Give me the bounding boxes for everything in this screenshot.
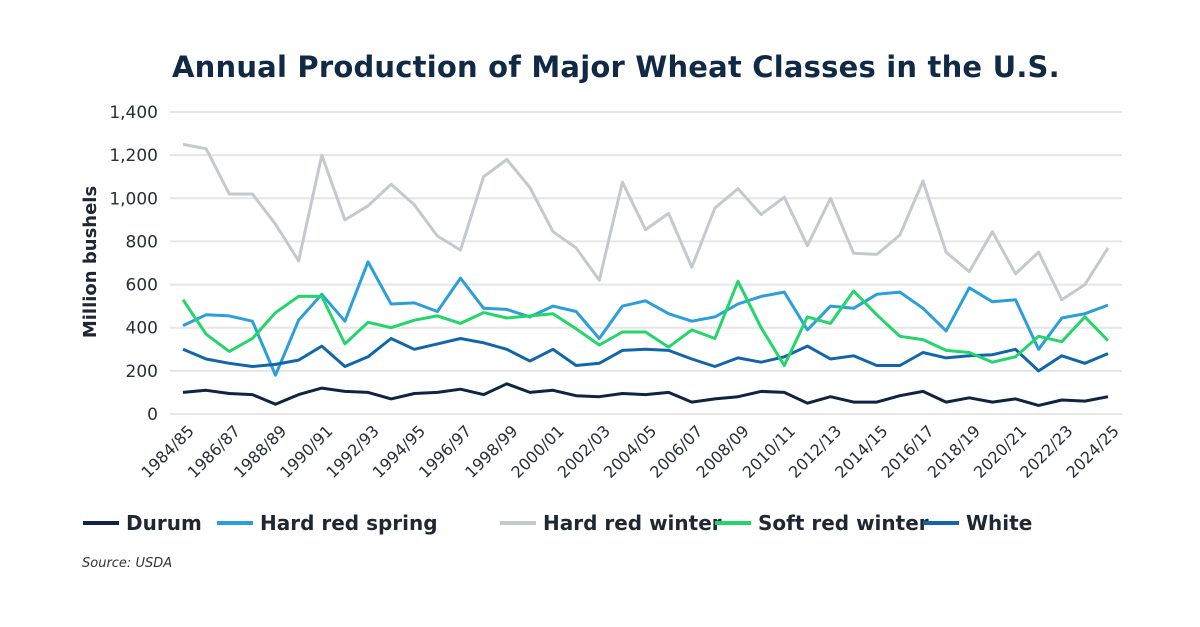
series-line-hard-red-spring [182, 260, 1109, 377]
y-tick-label: 1,000 [109, 189, 158, 209]
legend-label: Durum [126, 511, 202, 535]
y-tick-label: 800 [126, 232, 158, 252]
source-note: Source: USDA [82, 556, 173, 571]
legend-swatch [500, 521, 536, 525]
legend-item-white: White [923, 509, 1032, 537]
y-tick-label: 1,400 [109, 103, 158, 123]
series-lines [181, 142, 1110, 407]
y-tick-label: 1,200 [109, 146, 158, 166]
x-axis-ticks: 1984/851986/871988/891990/911992/931994/… [137, 421, 1122, 481]
series-line-white [182, 337, 1109, 373]
legend-label: Hard red spring [260, 511, 438, 535]
y-axis-label: Million bushels [80, 186, 101, 338]
chart-title: Annual Production of Major Wheat Classes… [172, 50, 1060, 84]
gridlines [170, 111, 1122, 415]
legend-item-durum: Durum [83, 509, 202, 537]
legend-label: Soft red winter [758, 511, 929, 535]
legend-swatch [715, 521, 751, 525]
legend-swatch [923, 521, 959, 525]
legend-item-hard-red-winter: Hard red winter [500, 509, 722, 537]
series-line-soft-red-winter [181, 279, 1110, 367]
series-line-hard-red-winter [182, 142, 1110, 302]
legend-label: Hard red winter [543, 511, 722, 535]
legend-item-soft-red-winter: Soft red winter [715, 509, 929, 537]
legend-item-hard-red-spring: Hard red spring [217, 509, 438, 537]
y-tick-label: 200 [126, 362, 158, 382]
legend-swatch [217, 521, 253, 525]
y-tick-label: 400 [126, 319, 158, 339]
series-line-durum [182, 382, 1109, 407]
y-tick-label: 600 [126, 276, 158, 296]
y-axis-ticks: 0 200 400 600 800 1,000 1,200 1,400 [109, 103, 158, 425]
legend-swatch [83, 521, 119, 525]
y-tick-label: 0 [147, 405, 158, 425]
legend-label: White [966, 511, 1033, 535]
